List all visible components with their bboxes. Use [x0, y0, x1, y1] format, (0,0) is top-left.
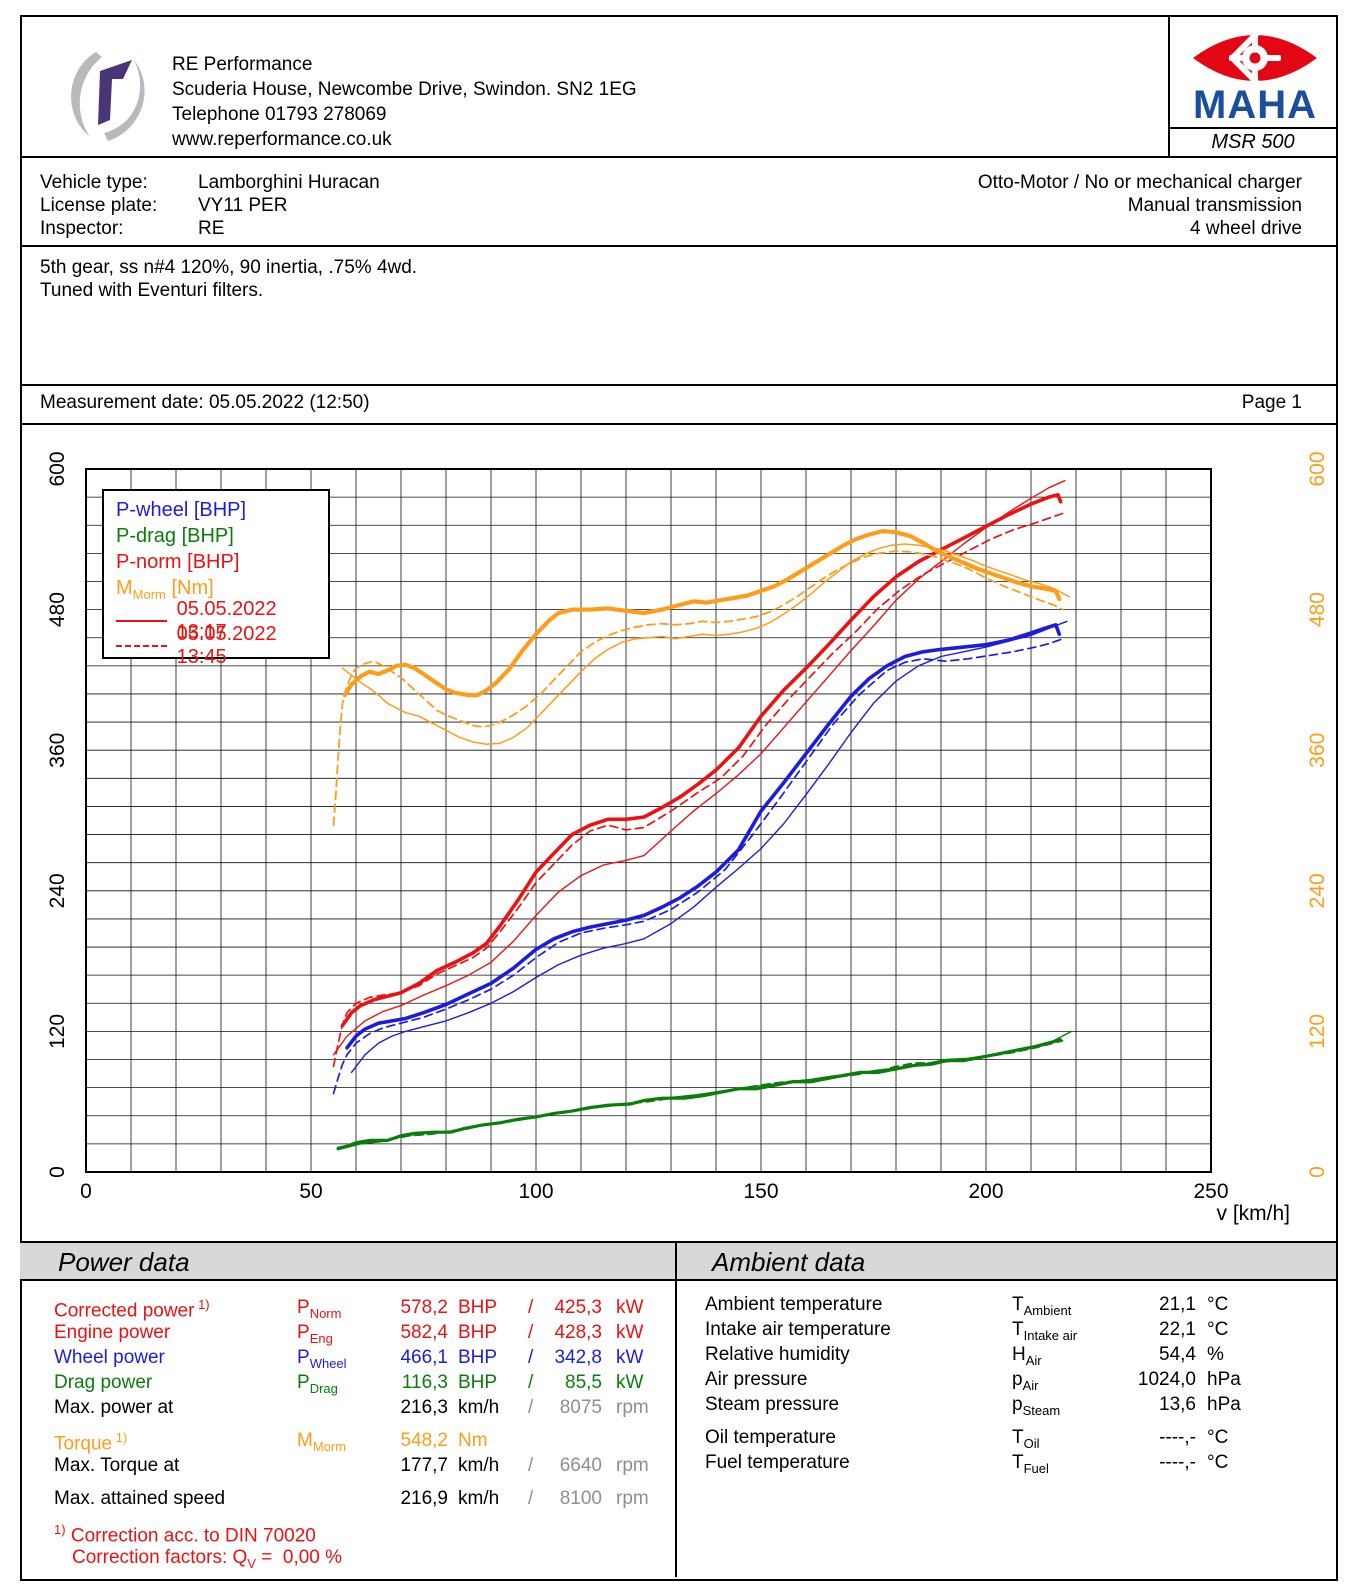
vehicle-row-value: Lamborghini Huracan [198, 172, 380, 193]
page-border [20, 15, 1338, 1581]
vehicle-row: Inspector: RE [40, 217, 380, 240]
legend-entry-main: M [116, 577, 133, 599]
msr-divider [1168, 127, 1336, 129]
chart-legend: P-wheel [BHP] P-drag [BHP] P-norm [BHP] MMo… [102, 489, 330, 668]
legend-run-line-sample [116, 644, 167, 647]
legend-run: 05.05.2022 13:17 [116, 598, 328, 643]
y-axis-left-tick-label: 360 [46, 733, 69, 768]
vehicle-row-value: RE [198, 218, 225, 239]
vehicle-config-line: Manual transmission [1127, 195, 1302, 216]
header-bottom-line [20, 156, 1336, 158]
device-model-label: MSR 500 [1211, 131, 1295, 153]
legend-entry-sub: Morm [132, 587, 166, 602]
legend-run: 05.05.2022 13:45 [116, 623, 328, 668]
vehicle-row-label: Vehicle type: [40, 172, 148, 193]
vehicle-row: Vehicle type: Lamborghini Huracan [40, 171, 380, 194]
maha-box-divider [1168, 15, 1170, 158]
measurement-date: Measurement date: 05.05.2022 (12:50) [40, 392, 370, 413]
company-address: RE Performance Scuderia House, Newcombe … [172, 52, 637, 152]
vehicle-row-label: Inspector: [40, 218, 124, 239]
note-line: Tuned with Eventuri filters. [40, 280, 264, 301]
legend-run-label: 05.05.2022 13:45 [176, 622, 277, 668]
legend-entry-rest: [Nm] [165, 577, 214, 599]
series-m-morm-13-45 [332, 550, 1064, 827]
series-m-morm-current [342, 529, 1062, 698]
company-phone: Telephone 01793 278069 [172, 104, 387, 125]
company-web: www.reperformance.co.uk [172, 129, 392, 150]
y-axis-right-tick-label: 600 [1306, 451, 1329, 486]
notes-bottom-line [20, 384, 1336, 386]
legend-entry: MMorm [Nm] [116, 575, 328, 608]
vehicle-row-value: VY11 PER [198, 195, 288, 216]
logo-r-mark [98, 60, 132, 125]
legend-entry: P-wheel [BHP] [116, 497, 328, 523]
vehicle-row: License plate: VY11 PER [40, 194, 380, 217]
dyno-chart: 0 50 100 150 200 250 0 120 240 360 480 600 0 120 240 36… [46, 451, 1329, 1225]
legend-entry: P-norm [BHP] [116, 549, 328, 575]
y-axis-right-tick-label: 0 [1306, 1166, 1329, 1178]
legend-entry-main: P-wheel [116, 499, 189, 521]
vehicle-bottom-line [20, 245, 1336, 247]
plot-frame [85, 467, 1212, 1174]
maha-logo: MAHA [1193, 31, 1317, 126]
y-axis-right-tick-label: 360 [1306, 733, 1329, 768]
vehicle-row-label: License plate: [40, 195, 158, 216]
legend-entry-main: P-norm [116, 551, 182, 573]
legend-entry-rest: [BHP] [176, 525, 234, 547]
legend-run-label: 05.05.2022 13:17 [176, 597, 277, 643]
series-p-wheel-13-45 [332, 638, 1064, 1095]
legend-entry-rest: [BHP] [181, 551, 240, 573]
legend-run-line-sample [116, 619, 167, 622]
maha-gear-icon [1228, 31, 1281, 85]
vehicle-config-line: 4 wheel drive [1190, 218, 1302, 239]
power-data-title: Power data [58, 1247, 190, 1277]
y-axis-right-tick-label: 240 [1306, 873, 1329, 908]
legend-entry: P-drag [BHP] [116, 523, 328, 549]
y-axis-left-tick-label: 240 [46, 873, 69, 908]
company-name: RE Performance [172, 54, 313, 75]
ambient-data-title: Ambient data [712, 1247, 866, 1277]
vehicle-info: Vehicle type: Lamborghini Huracan License … [40, 171, 380, 240]
x-axis-tick-label: 250 [1193, 1180, 1228, 1203]
logo-swoosh-left [71, 52, 102, 137]
series-p-norm-current [340, 493, 1063, 1028]
series-p-drag-current [336, 1038, 1062, 1151]
x-axis-tick-label: 100 [518, 1180, 553, 1203]
y-axis-left-tick-label: 0 [46, 1166, 69, 1178]
series-p-wheel-13-17 [350, 620, 1068, 1074]
legend-entry-main: P-drag [116, 525, 177, 547]
x-axis-tick-label: 50 [299, 1180, 322, 1203]
x-axis-tick-label: 200 [968, 1180, 1003, 1203]
legend-entry-rest: [BHP] [188, 499, 247, 521]
y-axis-left-tick-label: 600 [46, 451, 69, 486]
company-street: Scuderia House, Newcombe Drive, Swindon.… [172, 79, 637, 100]
x-axis-tick-label: 150 [743, 1180, 778, 1203]
engine-transmission-info: Otto-Motor / No or mechanical charger Man… [978, 171, 1302, 240]
section-divider [675, 1241, 677, 1577]
y-axis-left-tick-label: 120 [46, 1014, 69, 1049]
maha-wordmark: MAHA [1193, 83, 1317, 126]
y-axis-right-tick-label: 120 [1306, 1014, 1329, 1049]
series-p-norm-13-45 [332, 512, 1064, 1068]
y-axis-right-tick-label: 480 [1306, 592, 1329, 627]
test-notes: 5th gear, ss n#4 120%, 90 inertia, .75% … [40, 256, 417, 302]
note-line: 5th gear, ss n#4 120%, 90 inertia, .75% … [40, 257, 418, 278]
measurement-bottom-line [20, 423, 1336, 425]
vehicle-config-line: Otto-Motor / No or mechanical charger [977, 172, 1302, 193]
section-header-bar [20, 1241, 1336, 1281]
page-number: Page 1 [1241, 392, 1302, 413]
series-m-morm-13-17 [341, 543, 1071, 746]
re-performance-logo [71, 52, 145, 141]
x-axis-tick-label: 0 [80, 1180, 92, 1203]
y-axis-left-tick-label: 480 [46, 592, 69, 627]
series-p-wheel-current [345, 623, 1062, 1050]
logo-swoosh-right [104, 60, 145, 141]
x-axis-title: v [km/h] [1216, 1202, 1290, 1225]
